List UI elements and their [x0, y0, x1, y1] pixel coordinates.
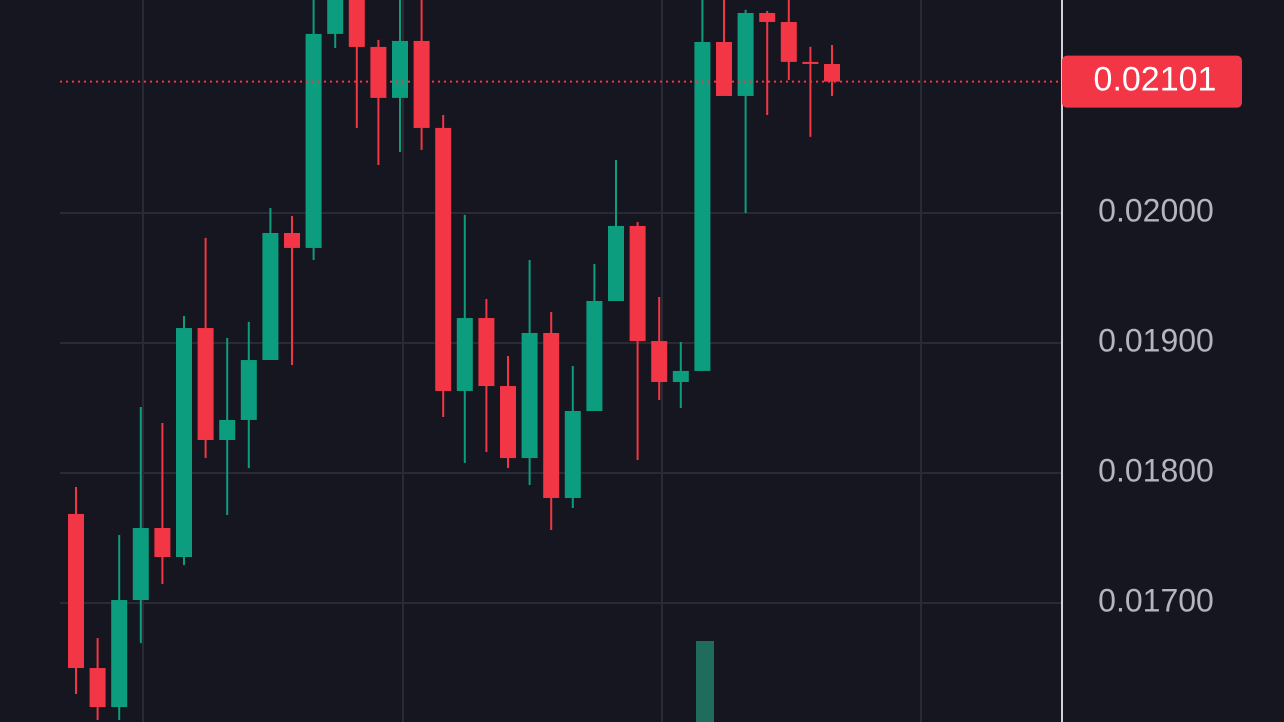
candle-body — [262, 232, 279, 361]
candle-body — [737, 13, 754, 96]
candle-body — [413, 40, 430, 128]
candle-body — [500, 386, 516, 459]
candle-body — [348, 0, 365, 47]
candle-body — [111, 600, 128, 708]
y-tick-label: 0.01700 — [1098, 582, 1214, 618]
candle-body — [543, 332, 560, 498]
candles — [68, 0, 840, 721]
candle-body — [435, 127, 452, 391]
candle-body — [629, 225, 646, 342]
candle-body — [327, 0, 344, 34]
candle-body — [219, 419, 236, 440]
candle-body — [694, 41, 711, 371]
candle-body — [802, 61, 819, 64]
last-price-box — [1062, 55, 1242, 108]
candle-body — [89, 668, 106, 708]
candle-body — [68, 513, 84, 669]
candle-body — [176, 328, 192, 558]
last-price-label: 0.02101 — [1094, 61, 1217, 99]
candle-body — [154, 528, 171, 558]
y-tick-label: 0.01800 — [1098, 452, 1214, 488]
candle-body — [392, 40, 408, 98]
candle-body — [716, 41, 732, 96]
candle-body — [197, 328, 214, 440]
candle-body — [370, 46, 387, 98]
candle-body — [608, 225, 624, 301]
candle-body — [564, 410, 581, 498]
candle-body — [759, 13, 776, 22]
candle-body — [672, 370, 689, 382]
candle-body — [521, 332, 538, 459]
candle-body — [240, 360, 257, 420]
candle-body — [780, 21, 797, 62]
candle-body — [305, 33, 322, 248]
y-tick-label: 0.02000 — [1098, 192, 1214, 228]
candle-body — [478, 318, 495, 387]
volume-bar — [696, 641, 714, 722]
y-tick-label: 0.01900 — [1098, 322, 1214, 358]
candle-body — [284, 232, 300, 248]
candle-body — [824, 63, 840, 82]
candle-body — [586, 300, 603, 411]
candle-body — [456, 318, 473, 391]
candle-body — [132, 528, 149, 601]
candle-body — [651, 341, 668, 382]
